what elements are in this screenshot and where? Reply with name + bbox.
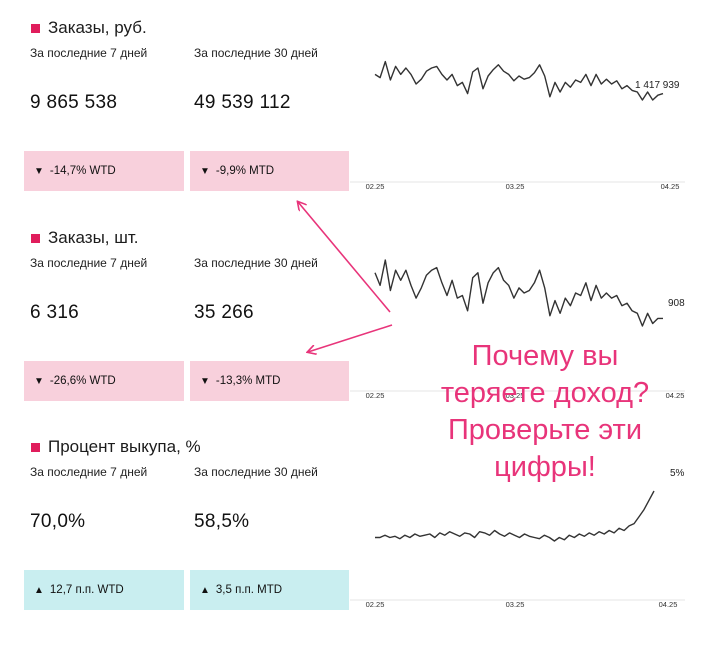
x-tick-label: 03.25 bbox=[506, 182, 525, 191]
series-line bbox=[375, 490, 655, 542]
x-tick-label: 02.25 bbox=[366, 182, 385, 191]
change-text: -9,9% MTD bbox=[215, 165, 275, 177]
value-7d: 6 316 bbox=[30, 302, 80, 323]
change-text: 3,5 п.п. MTD bbox=[215, 584, 283, 596]
metric-block-orders-pcs: Заказы, шт. За последние 7 дней За после… bbox=[0, 210, 718, 418]
change-badge-7d: ▲ 12,7 п.п. WTD bbox=[24, 570, 184, 610]
period-label-7d: За последние 7 дней bbox=[30, 465, 148, 479]
series-line bbox=[374, 60, 664, 101]
value-30d: 58,5% bbox=[194, 511, 250, 532]
x-tick-label: 04.25 bbox=[659, 600, 678, 609]
callout-line: цифры! bbox=[494, 451, 596, 483]
metric-title: Заказы, руб. bbox=[31, 18, 147, 38]
callout-line: Проверьте эти bbox=[447, 414, 643, 446]
down-triangle-icon: ▼ bbox=[34, 165, 44, 177]
change-text: -26,6% WTD bbox=[49, 375, 116, 387]
change-text: 12,7 п.п. WTD bbox=[49, 584, 124, 596]
change-badge-7d: ▼ -26,6% WTD bbox=[24, 361, 184, 401]
metric-title: Заказы, шт. bbox=[31, 228, 139, 248]
metric-title-text: Заказы, руб. bbox=[48, 18, 147, 37]
period-label-30d: За последние 30 дней bbox=[194, 46, 318, 60]
x-tick-label: 02.25 bbox=[366, 600, 385, 609]
x-tick-label: 02.25 bbox=[366, 391, 385, 400]
value-30d: 49 539 112 bbox=[194, 92, 291, 113]
callout-text: Почему вы теряете доход? Проверьте эти ц… bbox=[395, 338, 695, 486]
change-badge-30d: ▼ -9,9% MTD bbox=[190, 151, 349, 191]
change-badge-30d: ▼ -13,3% MTD bbox=[190, 361, 349, 401]
callout-line: Почему вы bbox=[471, 340, 619, 372]
change-text: -14,7% WTD bbox=[49, 165, 116, 177]
x-tick-label: 03.25 bbox=[506, 391, 525, 400]
series-line bbox=[374, 259, 663, 327]
metric-title-text: Заказы, шт. bbox=[48, 228, 139, 247]
period-label-30d: За последние 30 дней bbox=[194, 256, 318, 270]
change-badge-30d: ▲ 3,5 п.п. MTD bbox=[190, 570, 349, 610]
up-triangle-icon: ▲ bbox=[34, 584, 44, 596]
square-bullet-icon bbox=[31, 233, 40, 243]
square-bullet-icon bbox=[31, 23, 40, 33]
value-7d: 70,0% bbox=[30, 511, 86, 532]
up-triangle-icon: ▲ bbox=[200, 584, 210, 596]
change-text: -13,3% MTD bbox=[215, 375, 281, 387]
sparkline-chart: 02.25 03.25 04.25 908 bbox=[350, 259, 685, 400]
end-value-label: 5% bbox=[670, 468, 685, 479]
metric-title-text: Процент выкупа, % bbox=[48, 437, 201, 456]
sparkline-chart: 02.25 03.25 04.25 5% bbox=[350, 468, 685, 609]
value-30d: 35 266 bbox=[194, 302, 254, 323]
x-tick-label: 04.25 bbox=[666, 391, 685, 400]
metric-title: Процент выкупа, % bbox=[31, 437, 201, 457]
end-value-label: 1 417 939 bbox=[635, 80, 680, 91]
period-label-7d: За последние 7 дней bbox=[30, 256, 148, 270]
value-7d: 9 865 538 bbox=[30, 92, 118, 113]
square-bullet-icon bbox=[31, 442, 40, 452]
x-tick-label: 03.25 bbox=[506, 600, 525, 609]
callout-line: теряете доход? bbox=[440, 377, 650, 409]
down-triangle-icon: ▼ bbox=[200, 375, 210, 387]
down-triangle-icon: ▼ bbox=[200, 165, 210, 177]
period-label-30d: За последние 30 дней bbox=[194, 465, 318, 479]
x-tick-label: 04.25 bbox=[661, 182, 680, 191]
end-value-label: 908 bbox=[668, 298, 685, 309]
change-badge-7d: ▼ -14,7% WTD bbox=[24, 151, 184, 191]
metric-block-orders-rub: Заказы, руб. За последние 7 дней За посл… bbox=[0, 0, 718, 208]
down-triangle-icon: ▼ bbox=[34, 375, 44, 387]
metric-block-buyout-percent: Процент выкупа, % За последние 7 дней За… bbox=[0, 419, 718, 627]
sparkline-chart: 02.25 03.25 04.25 1 417 939 bbox=[350, 60, 685, 191]
period-label-7d: За последние 7 дней bbox=[30, 46, 148, 60]
